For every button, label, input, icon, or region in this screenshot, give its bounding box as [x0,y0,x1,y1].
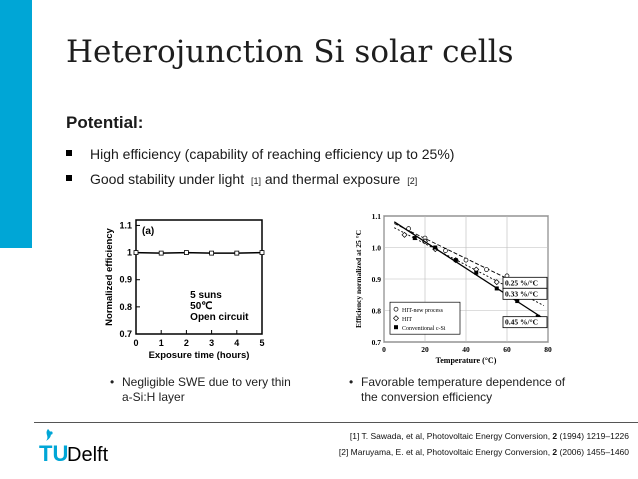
x-tick-label: 60 [503,345,511,354]
data-point [515,299,520,304]
data-point [463,257,469,263]
data-point [443,248,448,254]
x-axis-label: Exposure time (hours) [149,350,250,361]
panel-label: (a) [142,226,154,237]
x-tick-label: 0 [133,338,138,348]
reference-marker: [2] [407,176,418,186]
y-tick-label: 0.8 [372,307,382,316]
x-tick-label: 0 [382,345,386,354]
caption-left: • Negligible SWE due to very thin a-Si:H … [110,375,291,404]
y-tick-label: 1.1 [372,212,382,221]
x-tick-label: 3 [209,338,214,348]
legend-marker [393,315,399,322]
data-point [158,250,164,256]
data-point [453,258,458,263]
tu-delft-logo: TU Delft [39,429,109,466]
condition-annotation: Open circuit [190,312,249,323]
bullet-item: High efficiency (capability of reaching … [66,146,454,162]
data-point [474,270,479,275]
data-point [209,250,214,256]
data-point [133,250,139,255]
y-tick-label: 0.9 [372,275,382,284]
x-tick-label: 5 [259,338,264,348]
x-tick-label: 1 [159,338,164,348]
footer-divider [34,422,638,423]
legend-label: HIT [402,317,412,323]
data-point [493,279,500,286]
series-line [135,251,263,254]
data-point [259,250,265,255]
bullet-square-icon [66,175,72,182]
condition-annotation: 5 suns [190,290,222,301]
logo-tu: TU [39,441,68,466]
x-axis-label: Temperature (°C) [436,356,497,365]
data-point [412,236,417,241]
y-tick-label: 1.1 [119,220,132,230]
x-tick-label: 40 [462,345,470,354]
slide-subtitle: Potential: [66,113,144,132]
x-tick-label: 20 [421,345,429,354]
data-point [184,250,189,255]
accent-bar [0,0,32,248]
y-tick-label: 1.0 [372,244,382,253]
slope-label-box [502,316,548,329]
data-point [234,250,240,256]
legend-marker [394,325,398,330]
slope-label-box [502,287,548,300]
reference-marker: [1] [250,176,261,186]
legend-marker [393,306,399,312]
legend-label: HIT-new process [402,308,444,314]
y-tick-label: 0.8 [119,302,132,312]
reference-2: [2] Maruyama, E. et al, Photovoltaic Ene… [338,447,629,457]
data-point [401,231,408,238]
flame-icon [46,429,53,441]
bullet-item: Good stability under light [1] and therm… [66,171,417,187]
chart-stability: 0 1 2 3 4 5 0.7 0.8 0.9 1 1.1 Exposure time (hours)… [104,219,265,361]
y-tick-label: 0.9 [119,275,132,285]
data-point [484,267,489,272]
slide-title: Heterojunction Si solar cells [66,34,514,70]
bullet-square-icon [66,150,72,157]
legend-label: Conventional c-Si [402,326,446,332]
data-point [494,286,499,291]
y-axis-label: Normalized efficiency [104,227,115,325]
slope-label: 0.25 %/°C [505,278,538,287]
condition-annotation: 50℃ [190,301,212,312]
x-tick-label: 4 [234,338,239,348]
y-tick-label: 0.7 [372,338,382,347]
slope-label: 0.33 %/°C [505,289,538,298]
reference-1: [1] T. Sawada, et al, Photovoltaic Energ… [349,431,629,441]
chart-temperature: 0 20 40 60 80 0.7 0.8 0.9 1.0 1.1 Temperature (°C)… [354,212,552,365]
logo-delft: Delft [67,444,109,466]
slope-label: 0.45 %/°C [505,318,538,327]
plot-frame [135,219,263,335]
x-tick-label: 80 [544,345,552,354]
legend-box [389,301,461,335]
y-tick-label: 1 [127,248,132,258]
x-tick-label: 2 [184,338,189,348]
caption-right: • Favorable temperature dependence of the… [349,375,566,404]
y-axis-label: Efficiency normalized at 25 °C [354,230,363,328]
y-tick-label: 0.7 [119,329,132,339]
data-point [433,245,438,250]
